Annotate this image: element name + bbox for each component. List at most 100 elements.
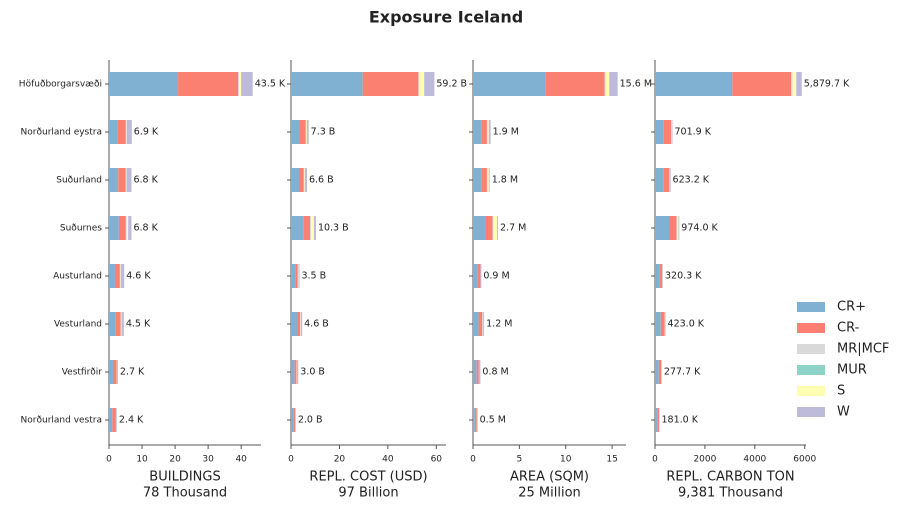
bar-segment — [483, 312, 485, 336]
bar-segment — [659, 264, 663, 288]
bar-segment — [478, 312, 483, 336]
total-label: 623.2 K — [673, 175, 710, 186]
bar-segment — [476, 360, 479, 384]
legend-label: MUR — [837, 363, 867, 378]
x-tick-label: 10 — [136, 455, 148, 465]
bar-segment — [114, 264, 120, 288]
total-label: 3.5 B — [301, 271, 326, 282]
total-label: 6.6 B — [309, 175, 334, 186]
total-label: 974.0 K — [681, 223, 718, 234]
legend-label: MR|MCF — [837, 342, 889, 357]
bar-segment — [310, 216, 312, 240]
bar-segment — [609, 72, 618, 96]
bar-segment — [668, 216, 677, 240]
total-label: 4.6 B — [304, 319, 329, 330]
bar-segment — [291, 168, 299, 192]
bar-segment — [732, 72, 792, 96]
bar-segment — [314, 216, 316, 240]
total-label: 1.8 M — [492, 175, 518, 186]
bar-segment — [545, 72, 605, 96]
y-tick-label: Vesturland — [54, 320, 102, 330]
bar-segment — [660, 312, 665, 336]
x-tick-label: 10 — [560, 455, 572, 465]
bar-segment — [298, 168, 304, 192]
y-tick-label: Suðurland — [56, 176, 102, 186]
bar-segment — [298, 264, 300, 288]
y-tick-label: Suðurnes — [60, 224, 102, 234]
bar-segment — [291, 72, 363, 96]
x-axis-label: REPL. COST (USD) — [309, 470, 427, 485]
y-tick-label: Norðurland eystra — [21, 128, 102, 138]
bar-segment — [655, 216, 669, 240]
bar-segment — [792, 72, 797, 96]
x-tick-label: 0 — [106, 455, 112, 465]
x-tick-label: 60 — [431, 455, 443, 465]
bar-segment — [117, 120, 126, 144]
bar-segment — [473, 72, 546, 96]
bar-segment — [486, 120, 488, 144]
bar-segment — [418, 72, 420, 96]
x-tick-label: 0 — [652, 455, 658, 465]
bar-segment — [478, 360, 481, 384]
bar-segment — [299, 120, 306, 144]
bar-segment — [120, 264, 125, 288]
bar-segment — [121, 312, 124, 336]
bar-segment — [655, 264, 660, 288]
x-tick-label: 5 — [516, 455, 522, 465]
bar-segment — [487, 168, 489, 192]
x-axis-label: BUILDINGS — [149, 470, 220, 485]
total-label: 5,879.7 K — [804, 79, 850, 90]
total-label: 181.0 K — [662, 415, 699, 426]
bar-segment — [126, 120, 132, 144]
total-label: 2.0 B — [298, 415, 323, 426]
bar-segment — [473, 312, 479, 336]
total-label: 4.6 K — [126, 271, 151, 282]
bar-segment — [125, 216, 127, 240]
x-axis-total: 97 Billion — [338, 486, 398, 501]
bar-segment — [492, 216, 494, 240]
legend-swatch — [797, 302, 825, 312]
bar-segment — [473, 264, 478, 288]
y-tick-label: Austurland — [53, 272, 102, 282]
bar-segment — [126, 168, 132, 192]
bar-segment — [294, 360, 297, 384]
total-label: 701.9 K — [675, 127, 712, 138]
bar-segment — [109, 408, 113, 432]
bar-segment — [291, 312, 298, 336]
bar-segment — [304, 168, 307, 192]
bar-segment — [488, 168, 490, 192]
bar-segment — [306, 120, 307, 144]
total-label: 59.2 B — [436, 79, 467, 90]
bar-segment — [293, 408, 296, 432]
total-label: 4.5 K — [126, 319, 151, 330]
bar-segment — [655, 168, 664, 192]
x-tick-label: 20 — [334, 455, 346, 465]
bar-segment — [485, 216, 493, 240]
bar-segment — [655, 312, 661, 336]
x-axis-label: REPL. CARBON TON — [666, 470, 794, 485]
bar-segment — [109, 264, 115, 288]
bar-segment — [605, 72, 610, 96]
legend-swatch — [797, 365, 825, 375]
total-label: 6.9 K — [134, 127, 159, 138]
bar-segment — [473, 360, 477, 384]
x-tick-label: 40 — [235, 455, 247, 465]
bar-segment — [109, 120, 118, 144]
x-tick-label: 6000 — [793, 455, 816, 465]
bar-segment — [109, 216, 119, 240]
bar-segment — [655, 408, 658, 432]
bar-segment — [126, 216, 129, 240]
bar-segment — [657, 408, 660, 432]
bar-segment — [663, 168, 670, 192]
total-label: 6.8 K — [133, 223, 158, 234]
bar-segment — [118, 216, 126, 240]
total-label: 6.8 K — [133, 175, 158, 186]
bar-segment — [658, 360, 662, 384]
legend-label: CR- — [837, 321, 860, 336]
total-label: 2.4 K — [119, 415, 144, 426]
bar-segment — [473, 168, 482, 192]
x-tick-label: 20 — [169, 455, 181, 465]
total-label: 1.2 M — [486, 319, 512, 330]
legend-label: W — [837, 405, 850, 420]
